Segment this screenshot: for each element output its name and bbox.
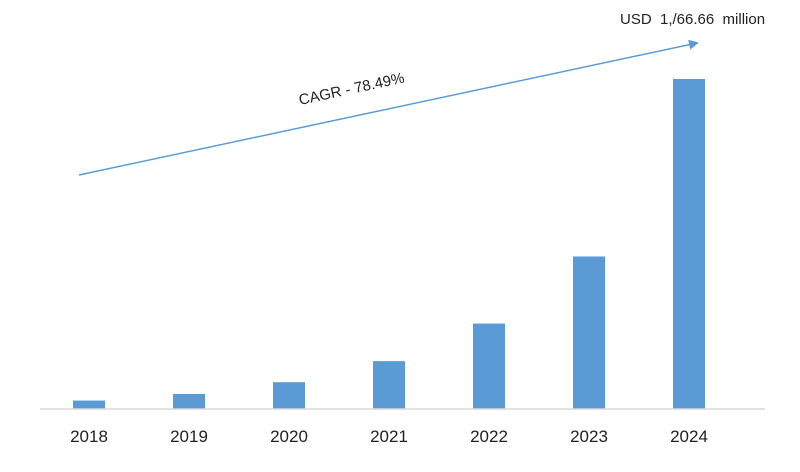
bar-2023	[573, 256, 605, 409]
bar-2022	[473, 323, 505, 409]
x-tick-label-2018: 2018	[70, 427, 108, 446]
x-tick-label-2024: 2024	[670, 427, 708, 446]
x-tick-label-2019: 2019	[170, 427, 208, 446]
x-tick-labels: 2018 2019 2020 2021 2022 2023 2024	[70, 427, 708, 446]
x-tick-label-2020: 2020	[270, 427, 308, 446]
total-value-label: USD 1,/66.66 million	[620, 11, 765, 28]
bars-group	[73, 79, 705, 409]
cagr-trend-arrow	[78, 39, 699, 176]
x-tick-label-2022: 2022	[470, 427, 508, 446]
x-tick-label-2023: 2023	[570, 427, 608, 446]
cagr-label: CAGR - 78.49%	[297, 70, 406, 109]
bar-2020	[273, 382, 305, 409]
bar-2024	[673, 79, 705, 409]
bar-2019	[173, 393, 205, 409]
bar-2021	[373, 361, 405, 409]
bar-2018	[73, 400, 105, 409]
x-tick-label-2021: 2021	[370, 427, 408, 446]
